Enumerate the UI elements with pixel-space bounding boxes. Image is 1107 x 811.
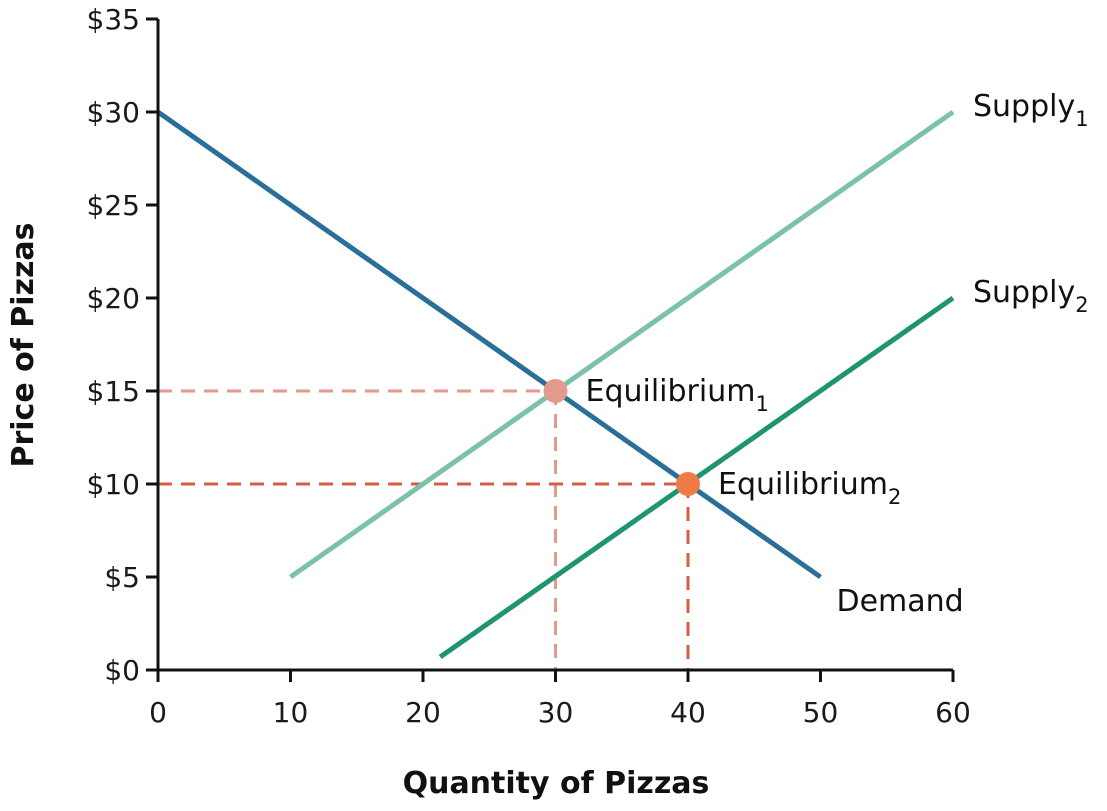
y-tick-label: $25 bbox=[87, 189, 140, 222]
y-axis-title: Price of Pizzas bbox=[6, 222, 41, 467]
y-tick-label: $10 bbox=[87, 468, 140, 501]
equilibrium2-point bbox=[676, 472, 700, 496]
y-tick-label: $15 bbox=[87, 375, 140, 408]
y-tick-label: $0 bbox=[104, 654, 140, 687]
series-labels: Demand Supply1 Supply2 Equilibrium1 Equilibr… bbox=[586, 89, 1089, 619]
demand-label: Demand bbox=[837, 584, 964, 619]
x-tick-label: 30 bbox=[538, 696, 574, 729]
equilibrium2-label: Equilibrium2 bbox=[718, 467, 901, 509]
x-axis-title: Quantity of Pizzas bbox=[403, 766, 710, 801]
x-tick-label: 10 bbox=[273, 696, 309, 729]
y-tick-label: $20 bbox=[87, 282, 140, 315]
y-tick-label: $5 bbox=[104, 561, 140, 594]
equilibrium1-label: Equilibrium1 bbox=[586, 374, 769, 416]
x-tick-label: 50 bbox=[803, 696, 839, 729]
equilibrium1-point bbox=[543, 379, 568, 403]
equilibrium-points bbox=[543, 379, 700, 496]
y-tick-label: $35 bbox=[87, 3, 140, 36]
supply1-label: Supply1 bbox=[973, 89, 1089, 131]
equilibrium-guides bbox=[158, 389, 690, 670]
axes: $0 $5 $10 $15 $20 $25 $30 $35 0 10 20 30 40 50 60 bbox=[87, 3, 971, 729]
y-tick-label: $30 bbox=[87, 96, 140, 129]
demand-line bbox=[156, 109, 822, 580]
x-tick-label: 0 bbox=[149, 696, 167, 729]
x-tick-label: 40 bbox=[670, 696, 706, 729]
supply1-line bbox=[289, 109, 955, 580]
x-tick-label: 60 bbox=[935, 696, 971, 729]
supply2-label: Supply2 bbox=[973, 275, 1089, 317]
x-tick-label: 20 bbox=[405, 696, 441, 729]
